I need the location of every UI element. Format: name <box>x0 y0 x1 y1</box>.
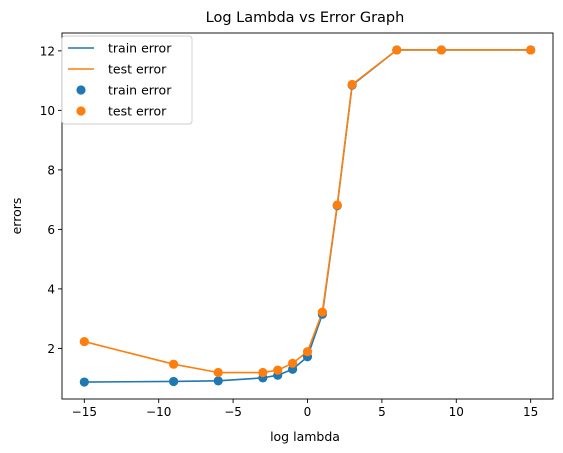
x-tick-label: −10 <box>146 405 171 419</box>
x-tick-label: 15 <box>523 405 538 419</box>
x-tick-label: 0 <box>304 405 312 419</box>
x-axis-label: log lambda <box>270 429 340 444</box>
series-point-1 <box>273 366 282 375</box>
series-point-0 <box>169 377 178 386</box>
series-point-1 <box>288 359 297 368</box>
series-point-0 <box>214 376 223 385</box>
series-point-1 <box>392 45 401 54</box>
x-tick-label: 10 <box>449 405 464 419</box>
y-axis-label: errors <box>9 198 24 235</box>
legend: train error test error train error test err… <box>62 36 192 124</box>
y-tick-label: 4 <box>47 282 55 296</box>
legend-label: test error <box>108 104 167 119</box>
legend-label: train error <box>108 83 172 98</box>
y-tick-label: 12 <box>40 44 55 58</box>
x-tick-label: 5 <box>378 405 386 419</box>
series-point-1 <box>303 347 312 356</box>
series-point-0 <box>80 377 89 386</box>
legend-marker-swatch <box>76 106 85 115</box>
x-tick-label: −5 <box>224 405 242 419</box>
y-tick-label: 6 <box>47 223 55 237</box>
legend-marker-swatch <box>76 85 85 94</box>
series-point-1 <box>258 368 267 377</box>
series-point-1 <box>437 45 446 54</box>
series-point-1 <box>348 80 357 89</box>
series-point-1 <box>318 308 327 317</box>
x-tick-label: −15 <box>72 405 97 419</box>
y-tick-label: 10 <box>40 104 55 118</box>
legend-label: test error <box>108 62 167 77</box>
series-point-1 <box>526 45 535 54</box>
series-point-1 <box>214 368 223 377</box>
y-tick-label: 8 <box>47 163 55 177</box>
chart-title: Log Lambda vs Error Graph <box>206 10 405 26</box>
y-tick-label: 2 <box>47 342 55 356</box>
series-point-1 <box>80 337 89 346</box>
series-point-1 <box>333 200 342 209</box>
legend-label: train error <box>108 41 172 56</box>
series-point-1 <box>169 360 178 369</box>
